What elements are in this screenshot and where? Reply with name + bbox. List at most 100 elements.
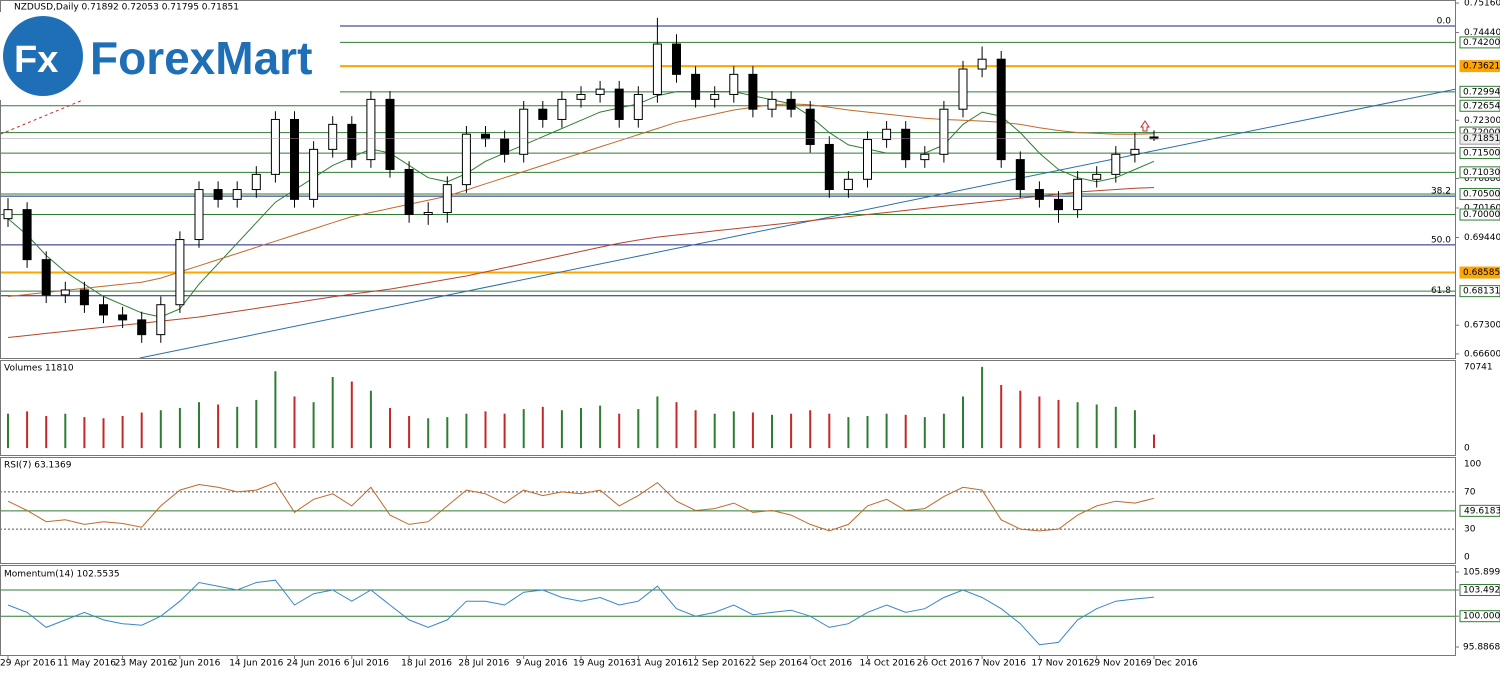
panel-title: RSI(7) 63.1369 [4,461,72,471]
fibo-label: 50.0 [1431,235,1451,245]
arrow-icon [1140,120,1150,132]
candle-body [958,68,968,110]
candle-body [79,289,89,306]
y-tick-label: 0.72300 [1464,116,1500,126]
logo-circle [3,16,83,96]
level-label: 0.72654 [1463,101,1500,111]
x-tick-label: 12 Sep 2016 [688,659,745,669]
rsi-line [7,481,1155,532]
y-tick-label: 0.66600 [1464,349,1500,359]
momentum-line [7,579,1155,646]
candle-body [118,314,128,321]
momentum-level-box [1459,610,1500,623]
panel-title: Momentum(14) 102.5535 [4,570,120,580]
level-label-box [1459,60,1500,73]
rsi-panel [0,457,1456,564]
x-tick-label: 26 Oct 2016 [917,659,973,669]
level-label-box [1459,166,1500,179]
candle-body [99,304,108,316]
level-label-box [1459,36,1500,49]
level-label-box [1459,147,1500,160]
candle-body [1111,153,1121,175]
candle-body [194,189,204,241]
candle-body [442,184,452,213]
x-tick-label: 9 Dec 2016 [1146,659,1198,669]
y-tick-label: 70741 [1464,362,1493,372]
level-label-box [1459,266,1500,279]
candle-body [538,108,548,120]
level-label: 0.68585 [1463,268,1500,278]
logo-fx: Fx [14,39,58,81]
y-tick-label: 0.74440 [1464,28,1500,38]
candle-body [404,168,414,216]
x-tick-label: 2 Jun 2016 [172,659,221,669]
level-label-box [1459,208,1500,221]
y-tick-label: 0.70880 [1464,174,1500,184]
x-tick-label: 17 Nov 2016 [1031,659,1089,669]
candle-body [863,139,872,180]
candle-body [939,108,949,155]
candle-body [843,178,853,191]
x-tick-label: 6 Jul 2016 [344,659,389,669]
level-label: 0.72994 [1463,87,1500,97]
candle-body [347,123,357,161]
candle-body [672,43,681,75]
y-tick-label: 0 [1464,552,1470,562]
x-tick-label: 18 Jul 2016 [401,659,452,669]
candle-body [461,133,471,186]
candle-body [824,143,834,191]
main-panel [0,0,1456,359]
moving-average [7,103,1155,297]
level-label: 0.68131 [1463,287,1500,297]
fibo-label: 38.2 [1431,187,1451,197]
x-tick-label: 19 Aug 2016 [573,659,631,669]
fibo-label: 0.0 [1437,17,1452,27]
level-label: 0.71030 [1463,168,1500,178]
candle-body [232,189,242,200]
y-tick-label: 30 [1464,525,1476,535]
candle-body [213,189,223,200]
x-tick-label: 31 Aug 2016 [630,659,688,669]
level-label: 0.70500 [1463,190,1500,200]
candle-body [290,118,299,200]
candle-body [1034,189,1044,200]
x-tick-label: 29 Nov 2016 [1089,659,1147,669]
candle-body [557,98,567,120]
candle-body [60,289,70,296]
level-label: 0.70000 [1463,210,1500,220]
candle-body [1130,148,1140,155]
y-tick-label: 100.0000 [1463,612,1500,622]
candle-body [366,98,376,161]
candle-body [729,73,739,95]
x-tick-label: 11 May 2016 [57,659,116,669]
x-tick-label: 9 Aug 2016 [516,659,568,669]
trendline [139,88,1456,359]
candle-body [481,133,490,140]
y-tick-label: 0 [1464,444,1470,454]
candle-body [576,93,586,100]
chart-header: NZDUSD,Daily 0.71892 0.72053 0.71795 0.7… [14,3,239,13]
candle-body [3,209,13,220]
candle-body [614,88,624,120]
x-tick-label: 29 Apr 2016 [0,659,56,669]
frame [0,0,1456,656]
candle-body [748,73,758,110]
y-tick-label: 100 [1464,460,1481,470]
candle-body [137,319,147,336]
candle-body [901,128,911,161]
candle-body [710,93,720,100]
candle-body [1092,173,1102,180]
candle-body [633,93,643,120]
y-tick-label: 49.6183 [1464,506,1500,516]
y-tick-label: 105.8993 [1463,567,1500,577]
candle-body [691,73,701,100]
x-tick-label: 23 May 2016 [115,659,174,669]
rsi-level-box [1459,504,1500,517]
candle-body [156,304,166,336]
candle-body [385,98,395,170]
candle-body [767,98,777,110]
moving-average [7,91,1155,318]
y-tick-label: 103.4924 [1463,586,1500,596]
candle-body [175,239,185,306]
